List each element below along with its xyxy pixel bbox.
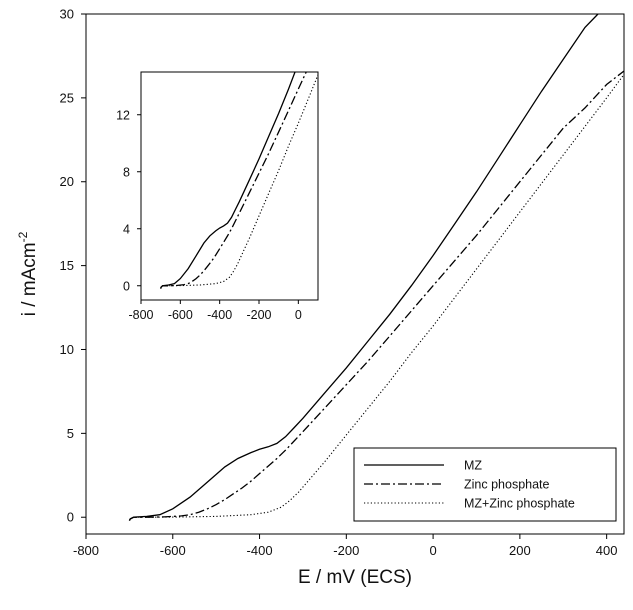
main-series-group <box>128 13 625 521</box>
main-plot-frame <box>85 13 625 535</box>
x-tick-label: -200 <box>333 543 359 558</box>
y-axis-title-main: i / mAcm <box>19 242 40 316</box>
legend-label-3: MZ+Zinc phosphate <box>464 497 575 511</box>
inset-axis-ticks: -800 -600 -400 -200 0 0 4 8 12 <box>116 108 302 322</box>
inset-x-tick-label: -200 <box>246 308 271 322</box>
y-tick-label: 20 <box>60 174 74 189</box>
x-tick-label: -600 <box>160 543 186 558</box>
x-tick-label: 400 <box>596 543 618 558</box>
inset-y-tick-label: 0 <box>123 279 130 293</box>
y-axis-title: i / mAcm-2 <box>16 231 40 316</box>
series-line-3 <box>128 74 625 521</box>
series-line-1 <box>128 13 599 521</box>
y-tick-label: 25 <box>60 90 74 105</box>
inset-background <box>141 72 318 300</box>
inset-x-tick-label: -600 <box>168 308 193 322</box>
inset-x-tick-label: 0 <box>295 308 302 322</box>
inset-y-tick-label: 8 <box>123 165 130 179</box>
y-tick-label: 30 <box>60 7 74 22</box>
y-tick-label: 15 <box>60 258 74 273</box>
inset-series-line-3 <box>160 73 318 289</box>
inset-y-tick-label: 12 <box>116 108 130 122</box>
y-axis-title-superscript: -2 <box>16 231 30 242</box>
legend-label-1: MZ <box>464 459 482 473</box>
legend-items: MZ Zinc phosphate MZ+Zinc phosphate <box>364 459 575 511</box>
y-tick-label: 10 <box>60 342 74 357</box>
x-tick-label: 200 <box>509 543 531 558</box>
x-tick-label: -400 <box>247 543 273 558</box>
x-axis-title: E / mV (ECS) <box>298 567 412 588</box>
legend: MZ Zinc phosphate MZ+Zinc phosphate <box>353 447 617 522</box>
inset-plot: -800 -600 -400 -200 0 0 4 8 12 <box>116 71 319 322</box>
inset-x-tick-label: -800 <box>128 308 153 322</box>
inset-series-group <box>160 72 318 289</box>
y-tick-label: 0 <box>67 510 74 525</box>
series-line-2 <box>128 70 625 521</box>
inset-plot-frame <box>140 71 319 301</box>
y-tick-label: 5 <box>67 426 74 441</box>
inset-y-tick-label: 4 <box>123 222 130 236</box>
x-tick-label: 0 <box>429 543 436 558</box>
x-tick-label: -800 <box>73 543 99 558</box>
inset-series-line-1 <box>160 72 296 289</box>
legend-label-2: Zinc phosphate <box>464 478 550 492</box>
legend-box <box>353 447 617 522</box>
inset-x-tick-label: -400 <box>207 308 232 322</box>
